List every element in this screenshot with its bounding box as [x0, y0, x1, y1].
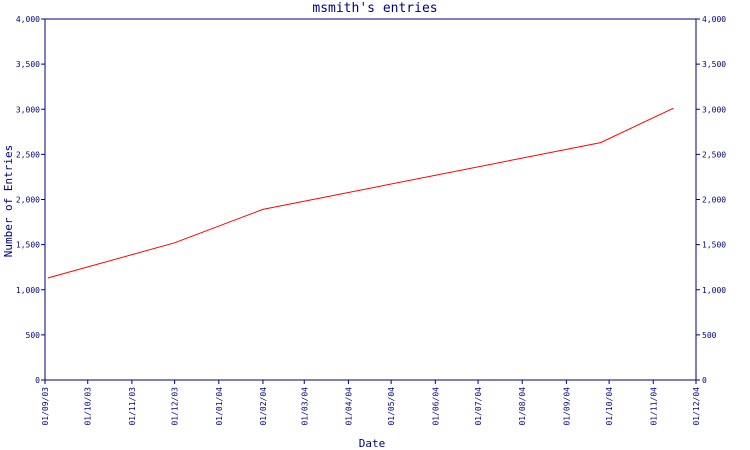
chart-title: msmith's entries [312, 1, 438, 16]
plot-area [44, 18, 697, 381]
y-tick-label-right: 2,000 [702, 196, 726, 205]
y-tick-label-right: 1,500 [702, 241, 726, 250]
x-tick-label: 01/05/04 [387, 387, 396, 426]
x-tick-label: 01/09/03 [41, 387, 50, 426]
y-tick-label-right: 4,000 [702, 15, 726, 24]
y-tick-label-right: 1,000 [702, 286, 726, 295]
x-axis: 01/09/03 01/10/03 01/11/03 01/12/03 01/01/04… [41, 380, 701, 426]
x-tick-label: 01/11/04 [649, 387, 658, 426]
series-layer [47, 107, 674, 279]
x-tick-label: 01/06/04 [431, 387, 440, 426]
x-tick-label: 01/01/04 [215, 387, 224, 426]
x-tick-label: 01/09/04 [562, 387, 571, 426]
x-tick-label: 01/10/04 [605, 387, 614, 426]
x-tick-label: 01/08/04 [518, 387, 527, 426]
y-tick-label-left: 1,500 [16, 241, 40, 250]
y-tick-label-right: 3,000 [702, 105, 726, 114]
x-tick-label: 01/12/04 [692, 387, 701, 426]
y-tick-label-left: 1,000 [16, 286, 40, 295]
x-tick-label: 01/10/03 [84, 387, 93, 426]
y-axis-left: 0 500 1,000 1,500 2,000 2,500 3,000 3,500 4,000 [16, 15, 45, 385]
x-tick-label: 01/07/04 [474, 387, 483, 426]
x-tick-label: 01/02/04 [259, 387, 268, 426]
y-tick-label-left: 2,000 [16, 196, 40, 205]
y-axis-title: Number of Entries [2, 145, 15, 258]
x-axis-title: Date [359, 437, 386, 450]
y-tick-label-left: 3,500 [16, 60, 40, 69]
y-tick-label-left: 0 [35, 376, 40, 385]
y-tick-label-right: 500 [702, 331, 717, 340]
x-tick-label: 01/11/03 [128, 387, 137, 426]
series-line [47, 107, 674, 279]
y-tick-label-right: 3,500 [702, 60, 726, 69]
x-tick-label: 01/04/04 [344, 387, 353, 426]
y-tick-label-right: 2,500 [702, 150, 726, 159]
y-tick-label-left: 3,000 [16, 105, 40, 114]
x-tick-label: 01/12/03 [171, 387, 180, 426]
y-tick-label-left: 2,500 [16, 150, 40, 159]
y-tick-label-left: 500 [26, 331, 41, 340]
y-tick-label-left: 4,000 [16, 15, 40, 24]
x-tick-label: 01/03/04 [300, 387, 309, 426]
y-tick-label-right: 0 [702, 376, 707, 385]
y-axis-right: 0 500 1,000 1,500 2,000 2,500 3,000 3,500 4,000 [696, 15, 726, 385]
